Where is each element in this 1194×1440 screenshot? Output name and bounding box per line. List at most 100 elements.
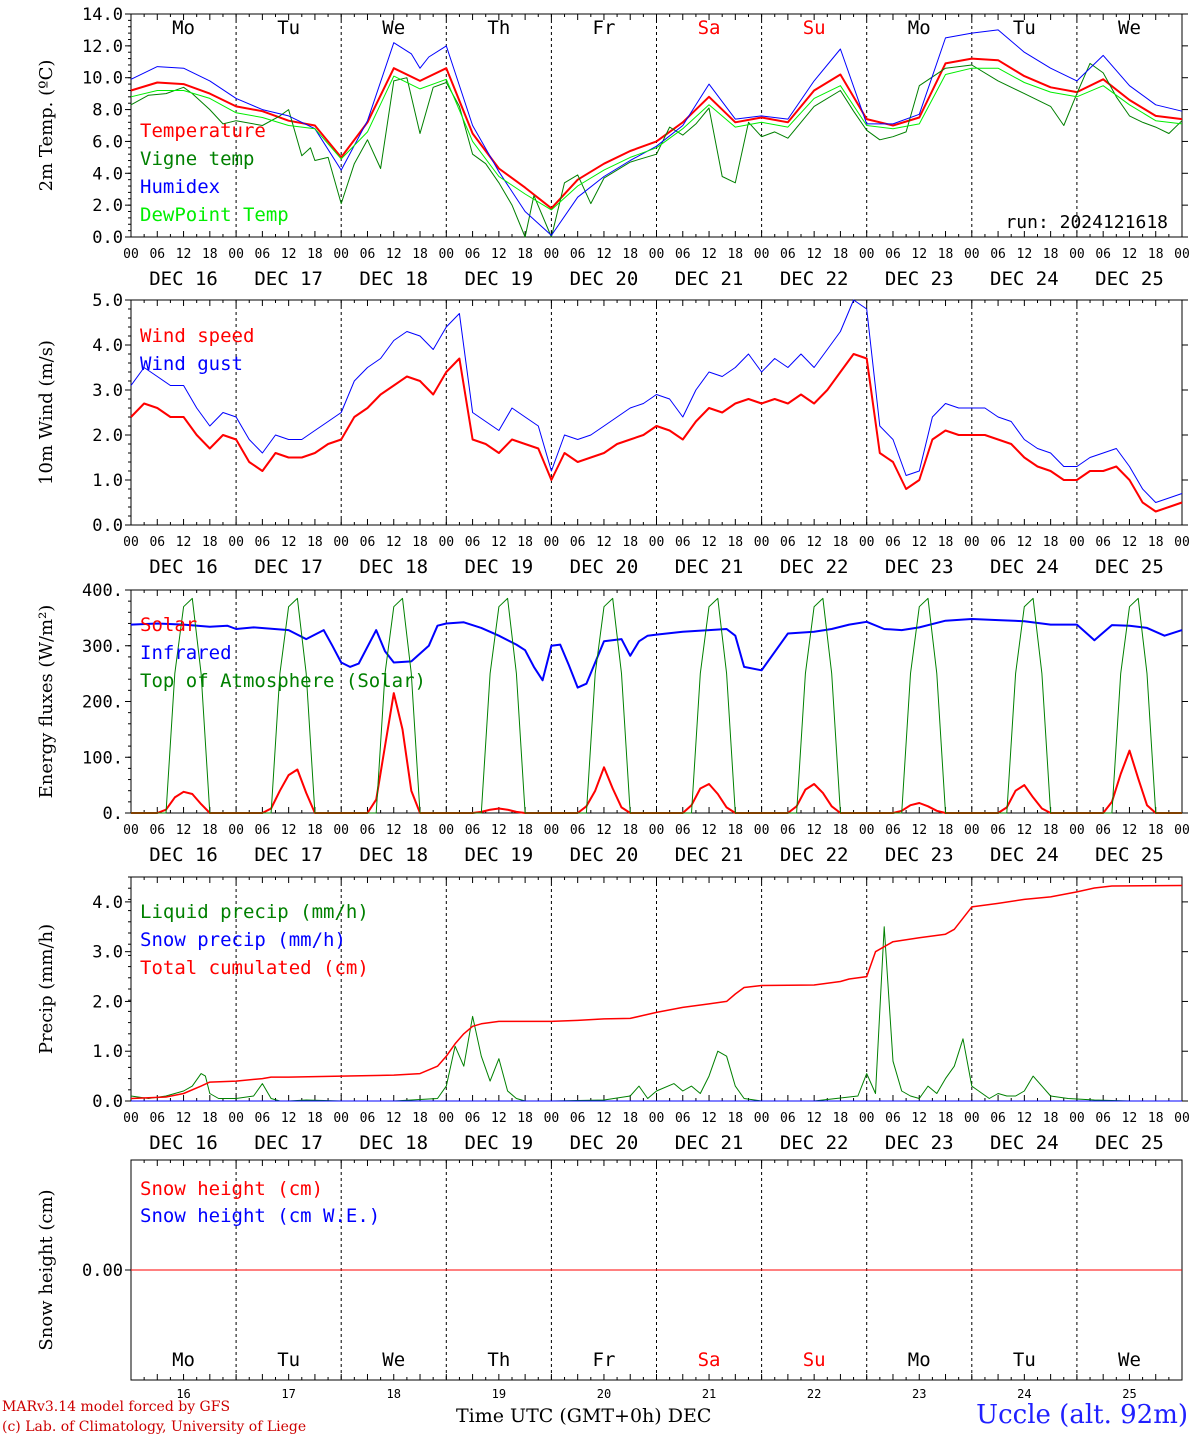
x-date-label: DEC 23: [885, 268, 954, 290]
x-hour-label: 00: [1069, 247, 1085, 262]
weekday-label: Fr: [593, 1349, 616, 1371]
x-date-label: DEC 19: [465, 268, 534, 290]
y-tick-label: 200.: [82, 693, 123, 713]
x-hour-label: 06: [780, 247, 796, 262]
x-hour-label: 00: [438, 1111, 454, 1126]
x-hour-label: 00: [123, 1111, 139, 1126]
x-date-label: DEC 21: [675, 1132, 744, 1154]
x-hour-label: 00: [123, 823, 139, 838]
weekday-label: Mo: [908, 17, 931, 39]
x-hour-label: 18: [517, 823, 533, 838]
x-hour-label: 18: [727, 1111, 743, 1126]
legend-entry: Infrared: [140, 642, 232, 664]
x-hour-label: 06: [570, 823, 586, 838]
x-hour-label: 12: [1017, 535, 1033, 550]
y-tick-label: 6.0: [92, 132, 123, 152]
x-hour-label: 06: [675, 1111, 691, 1126]
x-hour-label: 18: [1043, 535, 1059, 550]
x-hour-label: 06: [1095, 1111, 1111, 1126]
x-date-label: DEC 18: [359, 1132, 428, 1154]
x-date-label: DEC 25: [1095, 268, 1164, 290]
y-tick-label: 4.0: [92, 336, 123, 356]
x-hour-label: 12: [911, 823, 927, 838]
y-axis-label: 10m Wind (m/s): [36, 340, 57, 485]
x-hour-label: 06: [675, 535, 691, 550]
x-date-label: DEC 24: [990, 844, 1059, 866]
day-number-label: 20: [597, 1387, 611, 1401]
x-axis-title: Time UTC (GMT+0h) DEC: [456, 1405, 711, 1427]
x-date-label: DEC 24: [990, 1132, 1059, 1154]
x-axis-title-text: Time UTC (GMT+0h): [456, 1405, 662, 1427]
x-date-label: DEC 17: [254, 1132, 323, 1154]
x-date-label: DEC 25: [1095, 556, 1164, 578]
x-hour-label: 00: [754, 247, 770, 262]
x-hour-label: 18: [517, 247, 533, 262]
x-hour-label: 00: [438, 535, 454, 550]
x-hour-label: 00: [859, 535, 875, 550]
x-hour-label: 18: [938, 535, 954, 550]
weekday-label: Tu: [1013, 1349, 1036, 1371]
x-hour-label: 06: [780, 535, 796, 550]
credit-model: MARv3.14 model forced by GFS: [2, 1399, 231, 1415]
x-hour-label: 18: [1043, 247, 1059, 262]
weekday-label: Sa: [698, 1349, 721, 1371]
x-hour-label: 12: [701, 535, 717, 550]
weekday-label: We: [382, 1349, 405, 1371]
x-date-label: DEC 16: [149, 844, 218, 866]
x-date-label: DEC 22: [780, 1132, 849, 1154]
legend-entry: Snow height (cm W.E.): [140, 1205, 380, 1227]
y-tick-label: 0.0: [92, 1092, 123, 1112]
legend-entry: Wind gust: [140, 353, 243, 375]
x-hour-label: 12: [806, 1111, 822, 1126]
x-hour-label: 12: [806, 247, 822, 262]
legend-entry: Snow precip (mm/h): [140, 929, 346, 951]
x-hour-label: 18: [727, 823, 743, 838]
day-number-label: 17: [281, 1387, 295, 1401]
legend-entry: Wind speed: [140, 325, 254, 347]
series-line: [130, 884, 1183, 1100]
day-number-label: 18: [387, 1387, 401, 1401]
x-hour-label: 00: [438, 247, 454, 262]
weekday-label: We: [1118, 17, 1141, 39]
day-number-label: 22: [807, 1387, 821, 1401]
y-tick-label: 14.0: [82, 5, 123, 25]
day-number-label: 24: [1017, 1387, 1031, 1401]
x-hour-label: 00: [649, 247, 665, 262]
x-hour-label: 12: [911, 535, 927, 550]
x-date-label: DEC 17: [254, 844, 323, 866]
x-hour-label: 00: [964, 247, 980, 262]
x-hour-label: 00: [1069, 823, 1085, 838]
weekday-label: Th: [487, 1349, 510, 1371]
x-hour-label: 18: [307, 247, 323, 262]
y-tick-label: 0.: [103, 804, 123, 824]
x-date-label: DEC 16: [149, 268, 218, 290]
x-hour-label: 12: [596, 1111, 612, 1126]
x-date-label: DEC 22: [780, 268, 849, 290]
x-hour-label: 00: [333, 535, 349, 550]
x-hour-label: 12: [491, 247, 507, 262]
x-date-label: DEC 20: [570, 1132, 639, 1154]
x-hour-label: 06: [465, 535, 481, 550]
x-hour-label: 06: [255, 535, 271, 550]
x-hour-label: 18: [833, 247, 849, 262]
x-hour-label: 00: [964, 1111, 980, 1126]
run-label: run: 2024121618: [1005, 212, 1168, 233]
x-hour-label: 00: [754, 535, 770, 550]
x-hour-label: 06: [885, 535, 901, 550]
x-hour-label: 00: [333, 823, 349, 838]
y-tick-label: 2.0: [92, 426, 123, 446]
x-hour-label: 18: [202, 535, 218, 550]
x-hour-label: 18: [938, 823, 954, 838]
x-hour-label: 00: [123, 535, 139, 550]
x-date-label: DEC 17: [254, 268, 323, 290]
x-hour-label: 18: [622, 535, 638, 550]
x-hour-label: 00: [544, 1111, 560, 1126]
x-hour-label: 18: [938, 1111, 954, 1126]
x-hour-label: 06: [570, 247, 586, 262]
x-hour-label: 00: [123, 247, 139, 262]
y-tick-label: 12.0: [82, 37, 123, 57]
day-number-label: 25: [1122, 1387, 1136, 1401]
x-date-label: DEC 22: [780, 556, 849, 578]
x-hour-label: 06: [360, 535, 376, 550]
x-hour-label: 00: [649, 1111, 665, 1126]
